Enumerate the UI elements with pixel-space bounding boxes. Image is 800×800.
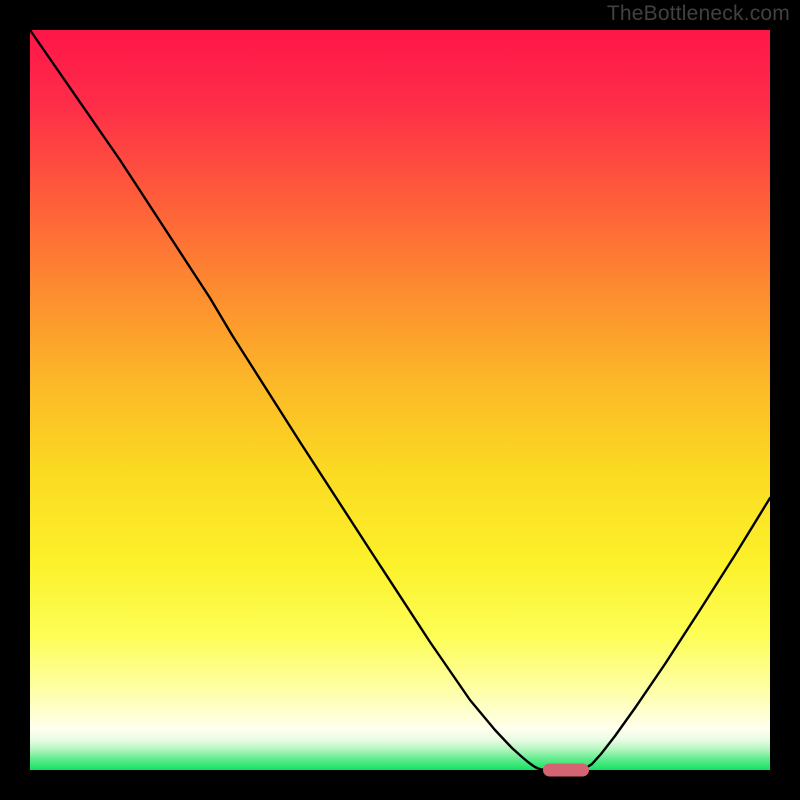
chart-frame: TheBottleneck.com [0,0,800,800]
plot-background [30,30,770,770]
bottleneck-chart [0,0,800,800]
optimal-marker [543,764,589,777]
watermark-text: TheBottleneck.com [607,2,790,26]
